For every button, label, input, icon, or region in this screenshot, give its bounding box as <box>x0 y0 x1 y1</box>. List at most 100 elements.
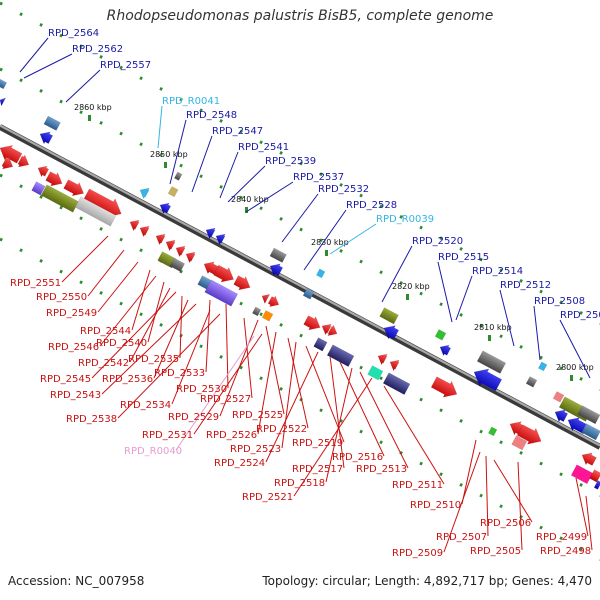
kbp-tick <box>88 115 91 121</box>
gene-label[interactable]: RPD_2529 <box>168 412 219 423</box>
label-leader-line <box>499 289 515 347</box>
label-leader-line <box>227 165 266 203</box>
gene-label[interactable]: RPD_2549 <box>46 308 97 319</box>
label-leader-line <box>443 451 481 553</box>
tick-mark <box>479 323 483 328</box>
gene-label[interactable]: RPD_2542 <box>78 358 129 369</box>
gene-feature <box>488 426 498 437</box>
gene-label[interactable]: RPD_R0041 <box>162 96 220 107</box>
gene-label[interactable]: RPD_2522 <box>256 424 307 435</box>
gene-label[interactable]: RPD_2513 <box>356 464 407 475</box>
gene-label[interactable]: RPD_2516 <box>332 452 383 463</box>
gene-feature <box>43 115 61 131</box>
gene-feature <box>139 225 150 238</box>
tick-mark <box>119 65 123 70</box>
gene-label[interactable]: RPD_2533 <box>154 368 205 379</box>
gene-label[interactable]: RPD_2509 <box>392 548 443 559</box>
tick-mark <box>139 76 143 81</box>
gene-label[interactable]: RPD_2507 <box>436 532 487 543</box>
tick-mark <box>119 237 123 242</box>
gene-label[interactable]: RPD_2557 <box>100 60 151 71</box>
label-leader-line <box>383 385 445 485</box>
label-leader-line <box>533 305 541 361</box>
gene-feature <box>215 233 226 246</box>
gene-label[interactable]: RPD_2540 <box>96 338 147 349</box>
gene-label[interactable]: RPD_R0039 <box>376 214 434 225</box>
gene-label[interactable]: RPD_2548 <box>186 110 237 121</box>
label-leader-line <box>339 361 385 457</box>
gene-label[interactable]: RPD_2526 <box>206 430 257 441</box>
gene-feature <box>129 219 140 232</box>
gene-label[interactable]: RPD_2511 <box>392 480 443 491</box>
gene-feature <box>63 179 84 197</box>
gene-label[interactable]: RPD_2545 <box>40 374 91 385</box>
gene-feature <box>389 359 400 372</box>
gene-label[interactable]: RPD_2534 <box>120 400 171 411</box>
gene-feature <box>430 376 458 398</box>
label-leader-line <box>97 261 139 313</box>
gene-feature <box>525 376 538 388</box>
label-leader-line <box>325 367 353 483</box>
gene-label[interactable]: RPD_2505 <box>470 546 521 557</box>
tick-mark <box>359 429 363 434</box>
gene-label[interactable]: RPD_2518 <box>274 478 325 489</box>
gene-label[interactable]: RPD_2510 <box>410 500 461 511</box>
kbp-tick <box>570 375 573 381</box>
gene-label[interactable]: RPD_2527 <box>200 394 251 405</box>
gene-label[interactable]: RPD_2508 <box>534 296 585 307</box>
tick-mark <box>439 236 443 241</box>
label-leader-line <box>293 377 373 497</box>
gene-label[interactable]: RPD_2538 <box>66 414 117 425</box>
gene-label[interactable]: RPD_2515 <box>438 252 489 263</box>
gene-label[interactable]: RPD_2504 <box>560 310 600 321</box>
gene-feature <box>175 245 186 258</box>
gene-label[interactable]: RPD_2521 <box>242 492 293 503</box>
kbp-label: 2860 kbp <box>74 103 112 112</box>
label-leader-line <box>101 303 197 395</box>
gene-label[interactable]: RPD_2528 <box>346 200 397 211</box>
tick-mark <box>499 440 503 445</box>
tick-mark <box>139 248 143 253</box>
label-leader-line <box>265 351 319 463</box>
gene-label[interactable]: RPD_2544 <box>80 326 131 337</box>
gene-label[interactable]: RPD_2536 <box>102 374 153 385</box>
tick-mark <box>439 302 443 307</box>
gene-label[interactable]: RPD_2524 <box>214 458 265 469</box>
gene-feature <box>213 264 234 283</box>
gene-label[interactable]: RPD_2550 <box>36 292 87 303</box>
gene-label[interactable]: RPD_2514 <box>472 266 523 277</box>
tick-mark <box>19 12 23 17</box>
tick-mark <box>79 110 83 115</box>
tick-mark <box>259 312 263 317</box>
gene-label[interactable]: RPD_2520 <box>412 236 463 247</box>
gene-feature <box>167 186 179 198</box>
gene-label[interactable]: RPD_2537 <box>293 172 344 183</box>
gene-label[interactable]: RPD_2541 <box>238 142 289 153</box>
tick-mark <box>499 504 503 509</box>
gene-label[interactable]: RPD_2525 <box>232 410 283 421</box>
gene-label[interactable]: RPD_2519 <box>292 438 343 449</box>
gene-label[interactable]: RPD_2512 <box>500 280 551 291</box>
gene-feature <box>205 227 216 240</box>
gene-label[interactable]: RPD_2543 <box>50 390 101 401</box>
gene-label[interactable]: RPD_2546 <box>48 342 99 353</box>
gene-label[interactable]: RPD_2562 <box>72 44 123 55</box>
gene-label[interactable]: RPD_2530 <box>176 384 227 395</box>
gene-feature <box>313 337 328 352</box>
gene-label[interactable]: RPD_2551 <box>10 278 61 289</box>
gene-label[interactable]: RPD_2517 <box>292 464 343 475</box>
gene-label[interactable]: RPD_R0040 <box>124 446 182 457</box>
gene-label[interactable]: RPD_2499 <box>536 532 587 543</box>
gene-label[interactable]: RPD_2564 <box>48 28 99 39</box>
gene-label[interactable]: RPD_2498 <box>540 546 591 557</box>
gene-label[interactable]: RPD_2506 <box>480 518 531 529</box>
gene-label[interactable]: RPD_2532 <box>318 184 369 195</box>
gene-label[interactable]: RPD_2531 <box>142 430 193 441</box>
gene-label[interactable]: RPD_2523 <box>230 444 281 455</box>
gene-feature <box>1 156 14 170</box>
gene-label[interactable]: RPD_2547 <box>212 126 263 137</box>
gene-feature <box>169 257 186 272</box>
gene-feature <box>233 275 251 291</box>
gene-label[interactable]: RPD_2535 <box>128 354 179 365</box>
gene-label[interactable]: RPD_2539 <box>265 156 316 167</box>
